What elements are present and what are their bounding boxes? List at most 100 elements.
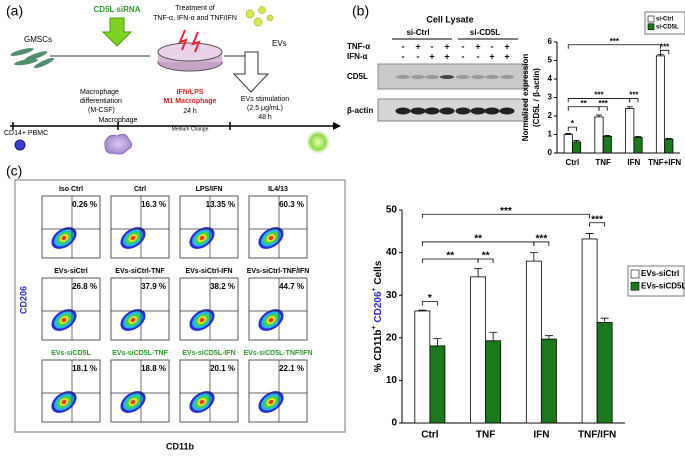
bar [633, 136, 643, 154]
sirna-label: CD5L siRNA [94, 5, 141, 14]
cell-density [61, 317, 67, 323]
x-tick-label: Ctrl [565, 158, 579, 167]
blot-band [470, 107, 486, 115]
treatment-sign: + [475, 41, 480, 51]
significance-bracket [477, 258, 494, 263]
step-label: Medium Change [172, 126, 209, 132]
cell-density [130, 235, 136, 241]
treatment-sign: - [402, 41, 405, 51]
blot-title: Cell Lysate [426, 14, 473, 24]
error-bar [604, 135, 611, 137]
legend-swatch [630, 281, 640, 291]
y-axis-label-part: % CD11b [373, 329, 384, 372]
legend-label: EVs-siCtrl [641, 269, 679, 278]
plot-label: EVs-siCD5L-TNF [112, 350, 168, 357]
plot-frame [179, 195, 239, 259]
y-axis-label: % CD11b+ CD206+ Cells [371, 260, 383, 372]
error-bar [418, 309, 427, 311]
stimulated-cell [305, 129, 331, 155]
bar [655, 55, 666, 154]
treatment-sign: - [462, 51, 465, 61]
error-bar [635, 135, 642, 138]
plot-frame [248, 277, 308, 341]
treatment-label: TNF-α, IFN-α and TNF/IFN [153, 15, 237, 22]
error-bar [433, 338, 442, 346]
significance-label: *** [660, 42, 670, 51]
gate-percent: 37.9 % [141, 282, 166, 291]
error-bar [585, 233, 594, 239]
gate-percent: 20.1 % [210, 364, 235, 373]
treatment-sign: + [444, 41, 449, 51]
legend-swatch [647, 23, 655, 31]
panel-b: (b) Cell Lysate si-Ctrl si-CD5L CD5L β-a… [347, 3, 527, 122]
gmsc-cells [10, 48, 55, 69]
treatment-sign: + [444, 51, 449, 61]
bar [571, 141, 582, 154]
treatment-sign: - [402, 51, 405, 61]
plot-frame [179, 359, 239, 423]
panel-label: (c) [6, 163, 22, 179]
gate-percent: 18.8 % [141, 364, 166, 373]
plot-label: LPS/IFN [196, 186, 223, 193]
panel-label: (b) [352, 3, 369, 19]
error-bar [529, 252, 538, 262]
significance-label: * [428, 293, 432, 304]
significance-bracket [567, 44, 661, 49]
bar [594, 116, 604, 154]
y-tick-label: 6 [548, 37, 553, 46]
plot-frame [248, 359, 308, 423]
significance-bracket [629, 98, 639, 103]
legend-swatch [630, 269, 640, 279]
step-label: Macrophage [99, 117, 138, 124]
plot-frame [110, 195, 170, 259]
x-tick-label: IFN [533, 430, 549, 441]
significance-label: *** [629, 91, 639, 100]
significance-bracket [589, 222, 606, 227]
bar-chart: 0 1 2 3 4 5 6 Ctrl TNF IFN TNF+IFN Normalized expre… [521, 11, 685, 167]
significance-bracket [598, 106, 608, 111]
timeline-ticks [12, 122, 231, 130]
gate-percent: 0.26 % [72, 200, 97, 209]
cell-density [268, 399, 274, 405]
cell-density [61, 235, 67, 241]
significance-bracket [660, 49, 670, 55]
plot-label: EVs-siCtrl-TNF [115, 268, 165, 275]
legend-label: si-Ctrl [656, 17, 674, 23]
gate-percent: 60.3 % [279, 200, 304, 209]
gate-percent: 26.8 % [72, 282, 97, 291]
step-label: CD14+ PBMC [4, 130, 48, 137]
bar [414, 310, 431, 424]
blot-band [456, 75, 470, 79]
plot-label: EVs-siCD5L-TNF/IFN [244, 350, 313, 357]
bar [540, 338, 557, 424]
step-label: M1 Macrophage [164, 98, 217, 105]
plot-label: EVs-siCtrl-TNF/IFN [247, 268, 310, 275]
y-tick-label: 2 [548, 111, 553, 120]
y-tick-label: 20 [386, 332, 398, 343]
dish [157, 29, 223, 72]
cell-density [61, 399, 67, 405]
y-tick-label: 1 [548, 130, 553, 139]
significance-label: *** [594, 91, 604, 100]
stimulation-arrow [232, 51, 270, 93]
significance-label: *** [500, 206, 512, 217]
error-bar [544, 335, 553, 340]
plot-label: IL4/13 [268, 186, 288, 193]
gate-percent: 16.3 % [141, 200, 166, 209]
step-label: (M-CSF) [88, 107, 115, 114]
step-label: 48 h [258, 114, 272, 121]
x-tick-label: TNF [595, 158, 611, 167]
plot-frame [179, 277, 239, 341]
significance-label: ** [474, 234, 482, 245]
macrophage-cell [104, 133, 133, 155]
error-bar [665, 137, 672, 140]
cell-density [130, 317, 136, 323]
gate-percent: 22.1 % [279, 364, 304, 373]
plot-frame [41, 195, 101, 259]
gate-percent: 13.35 % [206, 200, 235, 209]
gate-percent: 44.7 % [279, 282, 304, 291]
treatment-sign: - [491, 41, 494, 51]
bar [596, 322, 613, 424]
error-bar [474, 267, 483, 277]
